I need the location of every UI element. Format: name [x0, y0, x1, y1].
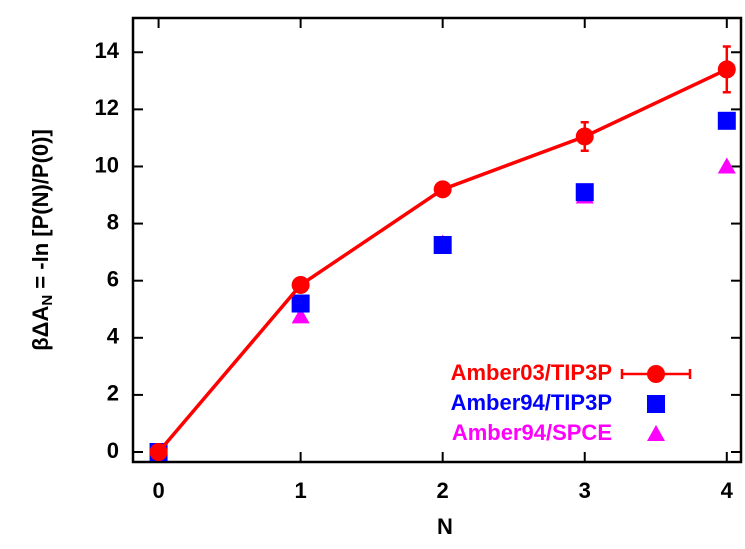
x-tick-label: 0 — [152, 478, 164, 503]
point — [575, 183, 594, 202]
point — [291, 307, 310, 324]
y-label-rest: = -ln [P(N)/P(0)] — [28, 129, 53, 295]
y-axis-label: βΔAN = -ln [P(N)/P(0)] — [28, 129, 56, 351]
legend-label: Amber94/TIP3P — [451, 390, 612, 415]
legend-marker — [647, 425, 665, 441]
x-tick-label: 1 — [295, 478, 307, 503]
point — [717, 111, 736, 130]
y-tick-label: 10 — [95, 152, 119, 177]
legend-label: Amber03/TIP3P — [451, 360, 612, 385]
point — [717, 157, 736, 174]
legend-label: Amber94/SPCE — [452, 420, 612, 445]
point — [433, 180, 452, 199]
plot-frame — [131, 16, 743, 464]
point — [717, 60, 736, 79]
y-tick-label: 8 — [107, 209, 119, 234]
x-tick-label: 4 — [721, 478, 734, 503]
y-tick-label: 12 — [95, 95, 119, 120]
legend-marker — [647, 395, 665, 413]
series-line — [157, 67, 728, 454]
x-tick-label: 2 — [437, 478, 449, 503]
y-tick-label: 2 — [107, 381, 119, 406]
point — [291, 294, 310, 313]
x-axis-label: N — [437, 514, 453, 539]
legend-marker — [647, 365, 665, 383]
point — [149, 443, 168, 462]
y-tick-label: 4 — [107, 324, 120, 349]
x-tick-label: 3 — [579, 478, 591, 503]
point — [291, 275, 310, 294]
y-tick-label: 6 — [107, 267, 119, 292]
y-label-sub: N — [39, 295, 56, 306]
y-label-main: βΔA — [28, 306, 53, 351]
y-tick-label: 0 — [107, 438, 119, 463]
point — [433, 235, 452, 254]
y-tick-label: 14 — [95, 38, 120, 63]
point — [575, 127, 594, 146]
